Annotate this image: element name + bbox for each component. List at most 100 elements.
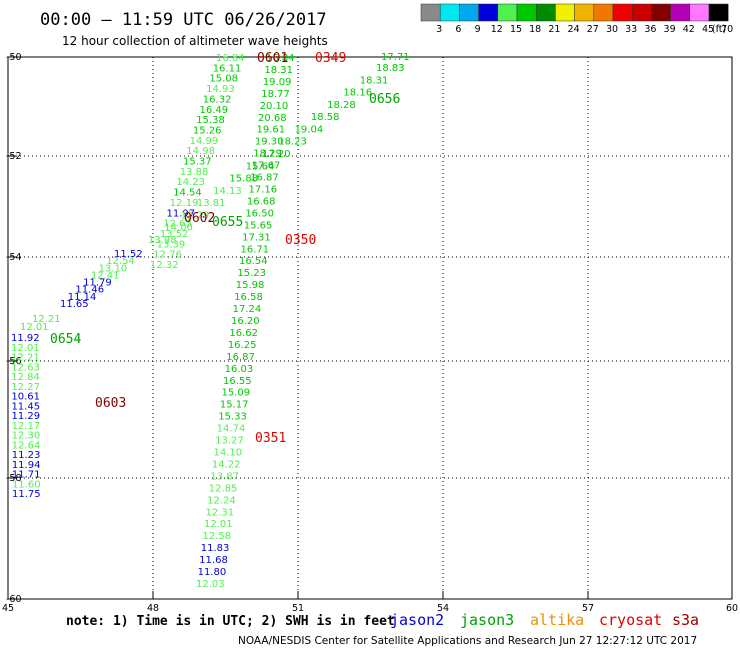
colorbar-level-label: 3 <box>436 24 442 35</box>
swh-value-label: 16.87 <box>250 173 279 184</box>
swh-value-label: 16.03 <box>225 364 254 375</box>
pass-time-marker: 0350 <box>285 233 316 248</box>
pass-time-marker: 0349 <box>315 51 346 66</box>
swh-value-label: 15.17 <box>220 400 249 411</box>
swh-value-label: 16.32 <box>203 94 232 105</box>
colorbar-swatch <box>708 3 729 22</box>
swh-value-label: 12.19 <box>170 198 199 209</box>
swh-value-label: 12.64 <box>12 440 41 451</box>
swh-value-label: 11.83 <box>201 543 230 554</box>
swh-value-label: 11.71 <box>12 470 41 481</box>
colorbar-level-label: 21 <box>548 24 560 35</box>
swh-value-label: 18.31 <box>360 75 389 86</box>
swh-value-label: 16.20 <box>231 316 260 327</box>
legend-jason3: jason3 <box>460 611 514 629</box>
colorbar-unit: (ft) <box>712 24 726 35</box>
lat-label: -54 <box>6 252 22 263</box>
swh-value-label: 12.27 <box>11 382 40 393</box>
legend-jason2: jason2 <box>390 611 444 629</box>
swh-value-label: 11.94 <box>12 460 41 471</box>
credit-line: NOAA/NESDIS Center for Satellite Applica… <box>238 635 697 647</box>
swh-value-label: 18.58 <box>311 112 340 123</box>
swh-value-label: 15.33 <box>218 412 247 423</box>
legend-altika: altika <box>530 611 584 629</box>
swh-value-label: 14.10 <box>214 448 243 459</box>
swh-value-label: 12.58 <box>202 531 231 542</box>
swh-value-label: 18.29 <box>253 149 282 160</box>
units-note: note: 1) Time is in UTC; 2) SWH is in fe… <box>66 614 395 629</box>
swh-value-label: 11.68 <box>199 555 228 566</box>
swh-value-label: 19.61 <box>256 125 285 136</box>
swh-value-label: 15.98 <box>236 280 265 291</box>
lon-label: 48 <box>147 603 159 614</box>
swh-value-label: 16.25 <box>228 340 257 351</box>
swh-value-label: 16.50 <box>245 208 274 219</box>
swh-value-label: 14.00 <box>164 223 193 234</box>
swh-value-label: 20.10 <box>260 101 289 112</box>
colorbar-swatch <box>593 3 614 22</box>
swh-value-label: 14.99 <box>190 136 219 147</box>
legend-cryosat: cryosat <box>599 611 662 629</box>
swh-value-label: 14.13 <box>213 186 242 197</box>
track-top_extra: 17.71 <box>381 52 410 63</box>
swh-value-label: 11.60 <box>12 479 41 490</box>
swh-value-label: 13.81 <box>197 198 226 209</box>
swh-value-label: 19.04 <box>295 124 324 135</box>
pass-time-marker: 0602 <box>184 211 215 226</box>
swh-value-label: 16.68 <box>247 196 276 207</box>
lon-label: 60 <box>726 603 738 614</box>
swh-value-label: 13.27 <box>215 436 244 447</box>
swh-value-label: 17.31 <box>242 232 271 243</box>
swh-value-label: 14.23 <box>176 177 205 188</box>
swh-value-label: 18.16 <box>343 88 372 99</box>
swh-value-label: 15.23 <box>237 268 266 279</box>
swh-value-label: 14.93 <box>206 84 235 95</box>
swh-value-label: 11.46 <box>75 285 104 296</box>
swh-value-label: 15.26 <box>193 125 222 136</box>
lon-label: 54 <box>437 603 449 614</box>
swh-value-label: 20.68 <box>258 113 287 124</box>
colorbar-level-label: 15 <box>510 24 522 35</box>
swh-value-label: 12.63 <box>11 362 40 373</box>
swh-value-label: 15.09 <box>221 388 250 399</box>
swh-value-label: 12.24 <box>207 495 236 506</box>
swh-value-label: 11.23 <box>12 450 41 461</box>
track-j3_asc: 11.9212.0112.2112.6312.8412.2710.6111.45… <box>11 333 41 500</box>
swh-value-label: 15.38 <box>196 115 225 126</box>
swh-value-label: 15.64 <box>246 161 275 172</box>
colorbar-swatch <box>689 3 710 22</box>
colorbar-swatch <box>612 3 633 22</box>
swh-value-label: 12.32 <box>150 260 179 271</box>
swh-value-label: 15.88 <box>229 174 258 185</box>
swh-value-label: 16.54 <box>239 256 268 267</box>
swh-value-label: 13.52 <box>160 229 189 240</box>
swh-value-label: 15.65 <box>244 220 273 231</box>
swh-value-label: 13.88 <box>180 167 209 178</box>
swh-value-label: 13.39 <box>157 239 186 250</box>
swh-value-label: 12.17 <box>12 421 41 432</box>
track-j3_north: 16.8416.1115.0814.9316.3216.4915.3815.26… <box>150 53 245 271</box>
colorbar-level-label: 6 <box>455 24 461 35</box>
swh-value-label: 11.92 <box>11 333 40 344</box>
swh-value-label: 11.65 <box>60 299 89 310</box>
swh-value-label: 18.23 <box>278 137 307 148</box>
wave-height-colorbar: 3 6 9 12 15 18 21 24 27 30 33 36 39 42 45 70(ft) <box>420 3 733 35</box>
swh-value-label: 12.63 <box>163 219 192 230</box>
swh-value-label: 12.01 <box>204 519 233 530</box>
map-subtitle: 12 hour collection of altimeter wave hei… <box>62 34 328 48</box>
pass-time-marker: 0655 <box>212 215 243 230</box>
swh-value-label: 16.84 <box>266 53 295 64</box>
colorbar-swatch <box>651 3 671 22</box>
swh-value-label: 11.14 <box>68 292 97 303</box>
swh-value-label: 12.76 <box>153 250 182 261</box>
colorbar-swatch <box>497 3 518 22</box>
swh-value-label: 13.10 <box>99 263 128 274</box>
swh-value-label: 11.80 <box>198 567 227 578</box>
colorbar-level-label: 27 <box>587 24 599 35</box>
lat-label: -50 <box>6 52 22 63</box>
colorbar-level-label: 18 <box>529 24 541 35</box>
lat-label: -52 <box>6 151 22 162</box>
